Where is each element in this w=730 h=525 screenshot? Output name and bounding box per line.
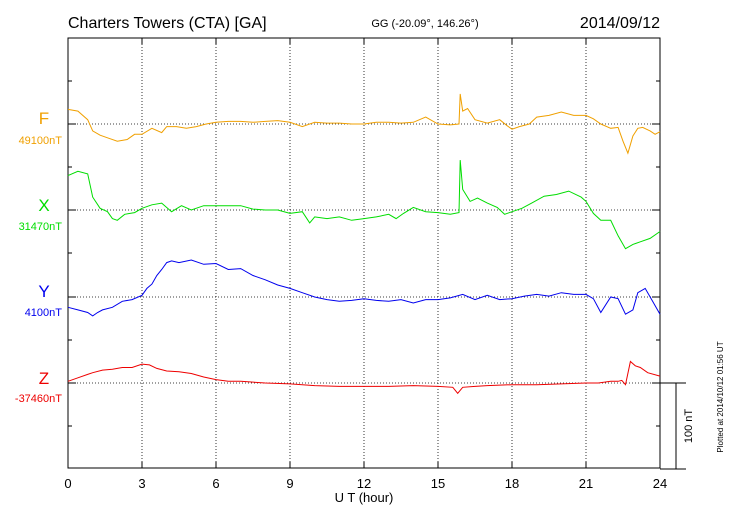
x-tick-label: 15 <box>431 476 445 491</box>
plotted-timestamp: Plotted at 2014/10/12 01:56 UT <box>716 341 725 452</box>
scale-bar: 100 nT <box>660 382 695 470</box>
x-tick-label: 6 <box>212 476 219 491</box>
series-line-y <box>67 259 661 317</box>
series-baseline-y: 4100nT <box>25 307 63 319</box>
series-line-z <box>67 360 661 395</box>
series-baseline-x: 31470nT <box>19 221 63 233</box>
x-tick-label: 9 <box>286 476 293 491</box>
x-tick-label: 18 <box>505 476 519 491</box>
x-axis-label: U T (hour) <box>335 490 394 505</box>
grid-lines <box>68 38 660 468</box>
x-tick-label: 12 <box>357 476 371 491</box>
x-tick-label: 0 <box>64 476 71 491</box>
scale-bar-label: 100 nT <box>683 409 695 444</box>
series-line-x <box>67 160 661 250</box>
series-baseline-f: 49100nT <box>19 135 63 147</box>
axis-ticks: 0 3 6 9 12 15 18 21 24 <box>64 38 667 491</box>
station-coordinates: GG (-20.09°, 146.26°) <box>371 18 478 30</box>
plot-frame <box>67 37 661 469</box>
series-layer <box>67 93 661 395</box>
series-labels: F 49100nT X 31470nT Y 4100nT Z -37460nT <box>15 109 62 405</box>
series-name-f: F <box>39 109 49 128</box>
x-tick-label: 21 <box>579 476 593 491</box>
x-tick-label: 24 <box>653 476 667 491</box>
series-baseline-z: -37460nT <box>15 393 62 405</box>
series-name-y: Y <box>38 282 49 301</box>
series-name-x: X <box>38 196 49 215</box>
series-line-f <box>67 93 661 155</box>
chart-title: Charters Towers (CTA) [GA] <box>68 15 267 32</box>
series-name-z: Z <box>39 369 49 388</box>
chart-date: 2014/09/12 <box>580 15 660 32</box>
x-tick-label: 3 <box>138 476 145 491</box>
